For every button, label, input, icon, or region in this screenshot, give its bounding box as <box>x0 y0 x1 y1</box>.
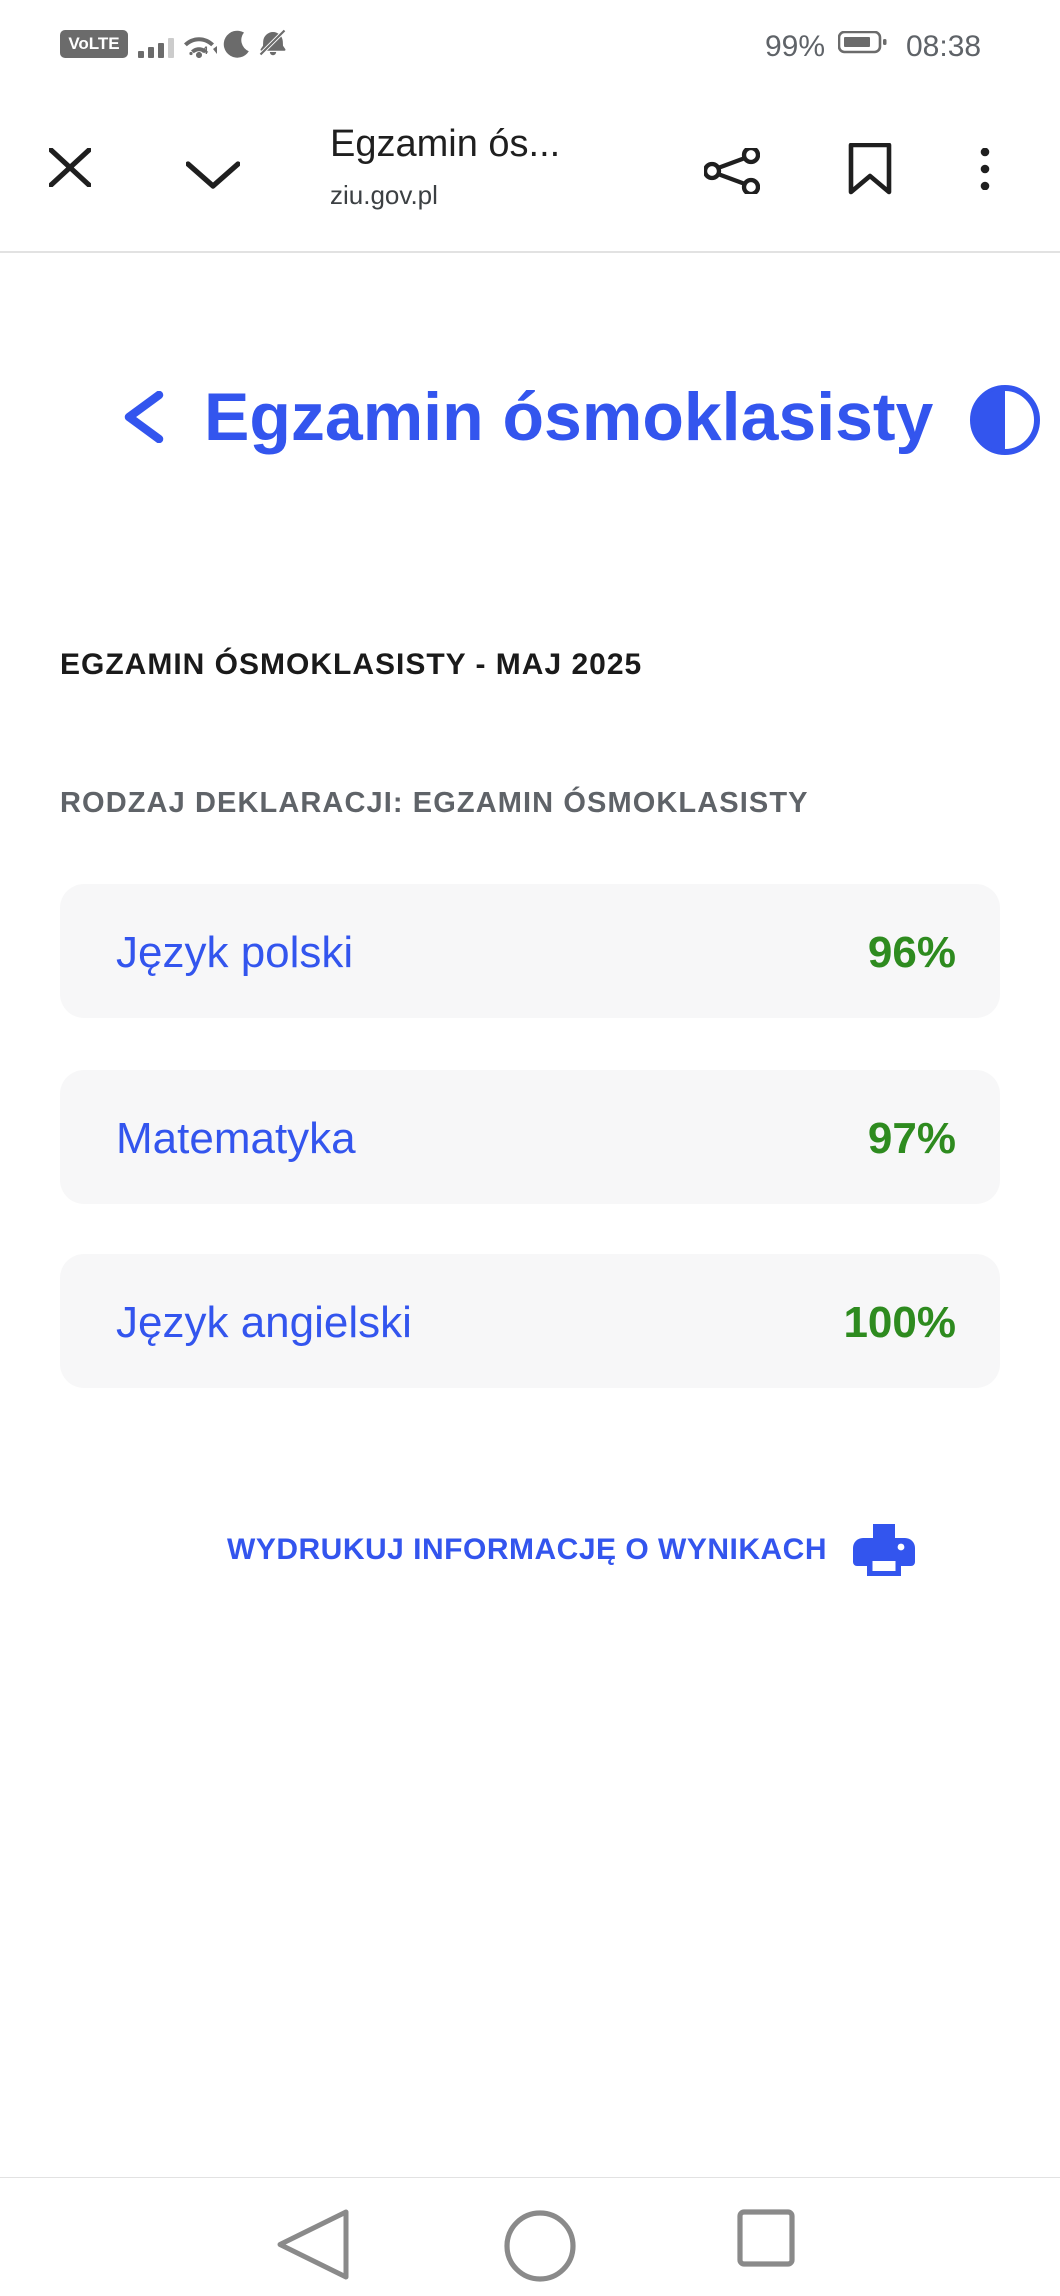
svg-text:4: 4 <box>202 45 209 57</box>
